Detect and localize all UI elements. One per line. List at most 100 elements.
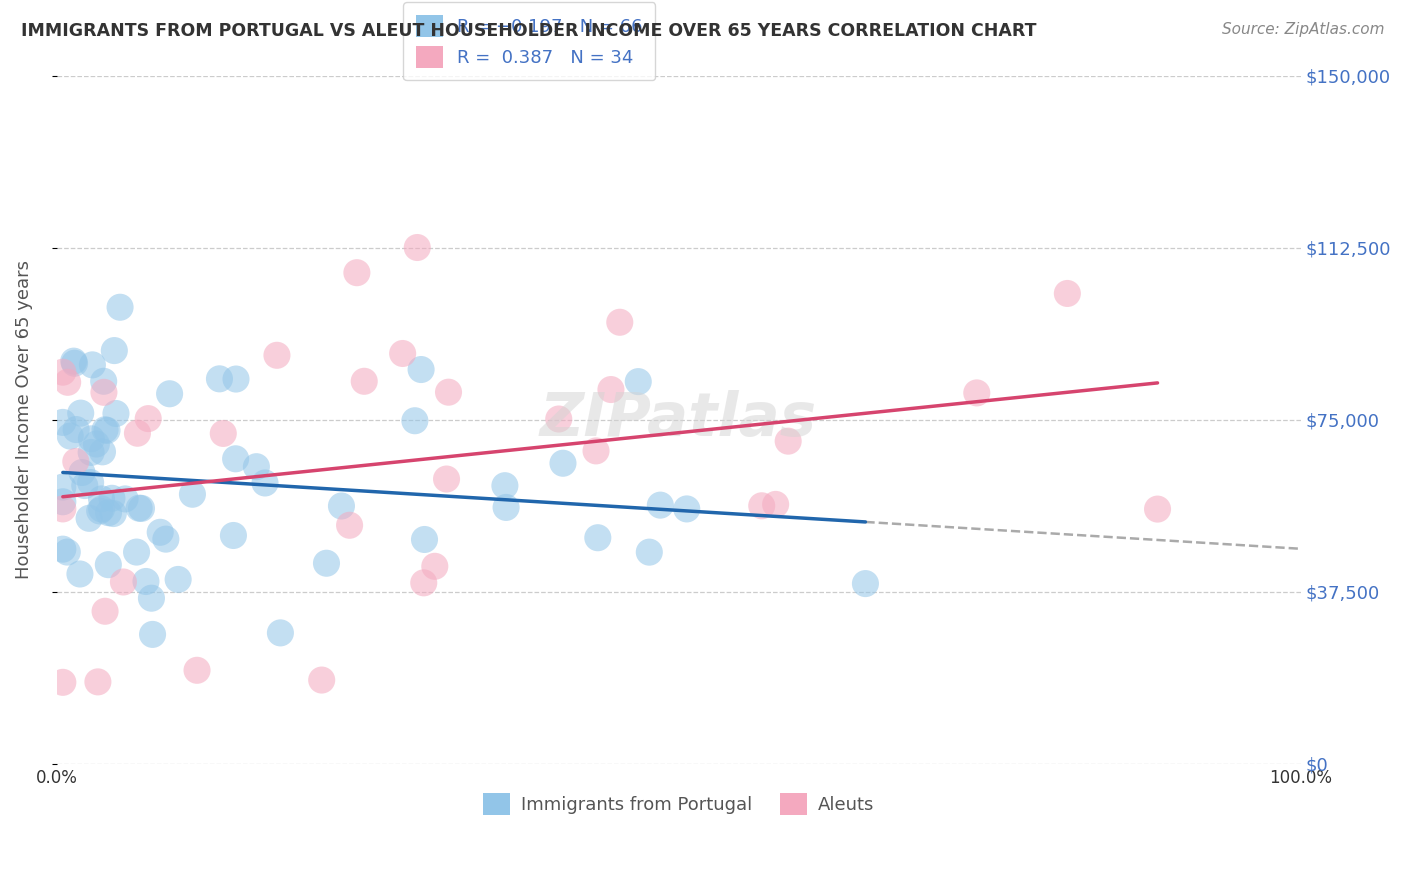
Point xyxy=(63,356,86,370)
Y-axis label: Householder Income Over 65 years: Householder Income Over 65 years xyxy=(15,260,32,579)
Point xyxy=(315,556,337,570)
Point xyxy=(128,501,150,516)
Point xyxy=(353,374,375,388)
Point xyxy=(1056,286,1078,301)
Point xyxy=(675,502,697,516)
Point xyxy=(142,627,165,641)
Text: IMMIGRANTS FROM PORTUGAL VS ALEUT HOUSEHOLDER INCOME OVER 65 YEARS CORRELATION C: IMMIGRANTS FROM PORTUGAL VS ALEUT HOUSEH… xyxy=(21,22,1036,40)
Point xyxy=(65,423,87,437)
Point xyxy=(114,491,136,506)
Point xyxy=(222,528,245,542)
Point xyxy=(751,499,773,513)
Point xyxy=(96,424,118,438)
Point xyxy=(339,518,361,533)
Point xyxy=(86,437,108,451)
Point xyxy=(69,406,91,420)
Point xyxy=(93,385,115,400)
Point xyxy=(52,495,75,509)
Point xyxy=(551,456,574,470)
Point xyxy=(94,604,117,618)
Legend: Immigrants from Portugal, Aleuts: Immigrants from Portugal, Aleuts xyxy=(474,783,883,823)
Point xyxy=(436,472,458,486)
Point xyxy=(56,376,79,390)
Text: ZIPatlas: ZIPatlas xyxy=(540,390,817,450)
Point xyxy=(69,566,91,581)
Point xyxy=(412,575,434,590)
Point xyxy=(547,412,569,426)
Point xyxy=(80,445,103,459)
Point xyxy=(411,362,433,376)
Point xyxy=(586,531,609,545)
Text: Source: ZipAtlas.com: Source: ZipAtlas.com xyxy=(1222,22,1385,37)
Point xyxy=(159,386,181,401)
Point xyxy=(245,459,267,474)
Point xyxy=(56,545,79,559)
Point xyxy=(127,426,149,441)
Point xyxy=(855,576,877,591)
Point xyxy=(101,491,124,506)
Point xyxy=(391,346,413,360)
Point xyxy=(52,365,75,379)
Point xyxy=(212,426,235,441)
Point xyxy=(89,504,111,518)
Point xyxy=(585,443,607,458)
Point xyxy=(269,626,291,640)
Point xyxy=(77,511,100,525)
Point xyxy=(97,506,120,520)
Point xyxy=(70,466,93,480)
Point xyxy=(1146,502,1168,516)
Point xyxy=(59,429,82,443)
Point xyxy=(149,525,172,540)
Point xyxy=(108,300,131,314)
Point xyxy=(966,385,988,400)
Point xyxy=(103,343,125,358)
Point xyxy=(423,559,446,574)
Point xyxy=(208,372,231,386)
Point xyxy=(52,675,75,690)
Point xyxy=(90,491,112,506)
Point xyxy=(311,673,333,687)
Point xyxy=(406,240,429,254)
Point xyxy=(104,407,127,421)
Point xyxy=(79,475,101,490)
Point xyxy=(186,663,208,677)
Point xyxy=(494,479,516,493)
Point xyxy=(141,591,163,606)
Point xyxy=(65,454,87,468)
Point xyxy=(225,372,247,386)
Point xyxy=(87,674,110,689)
Point xyxy=(181,487,204,501)
Point xyxy=(131,501,153,516)
Point xyxy=(155,532,177,546)
Point xyxy=(778,434,800,449)
Point xyxy=(437,385,460,400)
Point xyxy=(495,500,517,515)
Point xyxy=(266,348,288,362)
Point xyxy=(90,502,112,516)
Point xyxy=(112,574,135,589)
Point xyxy=(413,533,436,547)
Point xyxy=(765,497,787,511)
Point xyxy=(91,445,114,459)
Point xyxy=(650,498,672,512)
Point xyxy=(62,354,84,368)
Point xyxy=(638,545,661,559)
Point xyxy=(125,545,148,559)
Point xyxy=(73,478,96,492)
Point xyxy=(609,315,631,329)
Point xyxy=(103,507,125,521)
Point xyxy=(52,542,75,557)
Point xyxy=(627,375,650,389)
Point xyxy=(330,499,353,513)
Point xyxy=(404,414,426,428)
Point xyxy=(600,383,623,397)
Point xyxy=(52,480,75,494)
Point xyxy=(253,475,276,490)
Point xyxy=(94,423,117,437)
Point xyxy=(82,358,104,372)
Point xyxy=(80,432,103,446)
Point xyxy=(97,558,120,572)
Point xyxy=(225,451,247,466)
Point xyxy=(346,266,368,280)
Point xyxy=(167,573,190,587)
